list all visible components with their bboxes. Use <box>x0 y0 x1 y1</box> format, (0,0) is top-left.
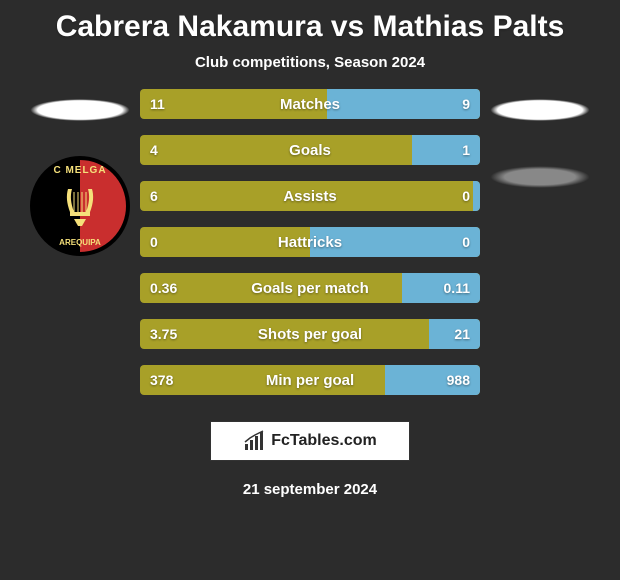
footer-brand-logo: FcTables.com <box>210 421 410 461</box>
comparison-content: C MELGA AREQUIPA 11Matches9 4Goals1 6Assis… <box>0 89 620 411</box>
stat-row: 378Min per goal988 <box>140 365 480 395</box>
player-left-avatar-placeholder <box>30 99 130 121</box>
stat-label: Hattricks <box>140 234 480 251</box>
subtitle: Club competitions, Season 2024 <box>0 54 620 71</box>
stat-value-right: 21 <box>454 326 470 342</box>
right-player-column <box>480 89 600 411</box>
stat-label: Goals <box>140 142 480 159</box>
stat-label: Min per goal <box>140 372 480 389</box>
stat-label: Shots per goal <box>140 326 480 343</box>
stat-value-right: 0.11 <box>444 280 470 296</box>
footer-brand-text: FcTables.com <box>271 432 377 450</box>
stat-row: 3.75Shots per goal21 <box>140 319 480 349</box>
stat-row: 4Goals1 <box>140 135 480 165</box>
stat-value-right: 0 <box>462 188 470 204</box>
lyre-icon <box>60 184 100 229</box>
player-right-avatar-placeholder <box>490 99 590 121</box>
stat-label: Goals per match <box>140 280 480 297</box>
stat-label: Assists <box>140 188 480 205</box>
chart-icon <box>243 430 265 452</box>
page-title: Cabrera Nakamura vs Mathias Palts <box>0 0 620 44</box>
stat-row: 0Hattricks0 <box>140 227 480 257</box>
stat-bars-container: 11Matches94Goals16Assists00Hattricks00.3… <box>140 89 480 411</box>
stat-label: Matches <box>140 96 480 113</box>
stat-value-right: 988 <box>447 372 470 388</box>
club-badge-right-placeholder <box>490 166 590 188</box>
left-player-column: C MELGA AREQUIPA <box>20 89 140 411</box>
stat-row: 6Assists0 <box>140 181 480 211</box>
stat-row: 0.36Goals per match0.11 <box>140 273 480 303</box>
club-badge-left: C MELGA AREQUIPA <box>30 156 130 256</box>
stat-value-right: 1 <box>462 142 470 158</box>
badge-bottom-text: AREQUIPA <box>59 238 101 247</box>
date-text: 21 september 2024 <box>0 481 620 498</box>
stat-value-right: 0 <box>462 234 470 250</box>
stat-row: 11Matches9 <box>140 89 480 119</box>
stat-value-right: 9 <box>462 96 470 112</box>
badge-top-text: C MELGA <box>53 165 106 176</box>
